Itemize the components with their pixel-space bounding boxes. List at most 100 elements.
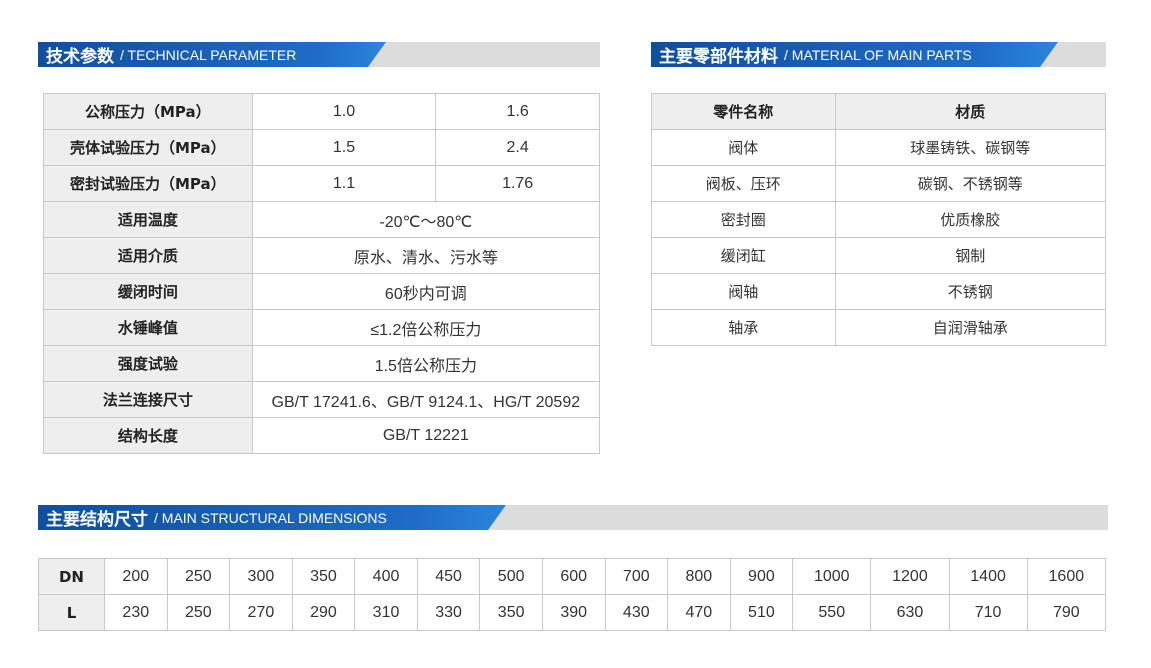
dim-label: L bbox=[38, 594, 105, 631]
table-row: 公称压力（MPa） 1.0 1.6 bbox=[43, 93, 600, 130]
dim-value: 400 bbox=[354, 558, 418, 595]
table-row: 结构长度 GB/T 12221 bbox=[43, 417, 601, 454]
dim-value: 1200 bbox=[870, 558, 950, 595]
dims-table: DN 200 250 300 350 400 450 500 600 700 800 900 1000 1… bbox=[38, 558, 1107, 631]
part-name: 轴承 bbox=[651, 309, 836, 346]
param-label: 适用温度 bbox=[43, 201, 253, 238]
table-row: 阀体 球墨铸铁、碳钢等 bbox=[651, 129, 1107, 166]
part-name: 阀板、压环 bbox=[651, 165, 836, 202]
tech-header: 技术参数 / TECHNICAL PARAMETER bbox=[38, 42, 600, 67]
part-name: 缓闭缸 bbox=[651, 237, 836, 274]
param-label: 结构长度 bbox=[43, 417, 253, 454]
dim-value: 350 bbox=[479, 594, 543, 631]
dim-label: DN bbox=[38, 558, 105, 595]
tech-title-cn: 技术参数 bbox=[46, 47, 114, 67]
material-title-en: / MATERIAL OF MAIN PARTS bbox=[784, 46, 972, 63]
dim-value: 710 bbox=[948, 594, 1028, 631]
material-value: 优质橡胶 bbox=[834, 201, 1107, 238]
table-row: 强度试验 1.5倍公称压力 bbox=[43, 345, 601, 382]
param-value: -20℃～80℃ bbox=[251, 201, 601, 238]
material-header: 主要零部件材料 / MATERIAL OF MAIN PARTS bbox=[651, 42, 1106, 67]
table-row: L 230 250 270 290 310 330 350 390 430 470 510 550 630… bbox=[38, 594, 1107, 631]
param-value: 2.4 bbox=[435, 129, 600, 166]
param-value: GB/T 12221 bbox=[251, 417, 601, 454]
dims-title-cn: 主要结构尺寸 bbox=[46, 510, 148, 530]
tech-title-en: / TECHNICAL PARAMETER bbox=[120, 46, 297, 63]
table-row: 轴承 自润滑轴承 bbox=[651, 309, 1107, 346]
dim-value: 1600 bbox=[1026, 558, 1107, 595]
dim-value: 390 bbox=[541, 594, 606, 631]
part-name: 阀体 bbox=[651, 129, 836, 166]
material-value: 碳钢、不锈钢等 bbox=[834, 165, 1107, 202]
dim-value: 250 bbox=[166, 558, 231, 595]
dim-value: 230 bbox=[104, 594, 168, 631]
param-label: 适用介质 bbox=[43, 237, 253, 274]
column-header: 零件名称 bbox=[651, 93, 836, 130]
dim-value: 300 bbox=[229, 558, 293, 595]
param-label: 壳体试验压力（MPa） bbox=[43, 129, 253, 166]
param-value: 1.5倍公称压力 bbox=[251, 345, 601, 382]
table-row: 水锤峰值 ≤1.2倍公称压力 bbox=[43, 309, 601, 346]
dims-header: 主要结构尺寸 / MAIN STRUCTURAL DIMENSIONS bbox=[38, 505, 1108, 530]
dim-value: 790 bbox=[1026, 594, 1107, 631]
dim-value: 800 bbox=[667, 558, 731, 595]
dim-value: 330 bbox=[416, 594, 481, 631]
param-label: 公称压力（MPa） bbox=[43, 93, 253, 130]
table-row: DN 200 250 300 350 400 450 500 600 700 800 900 1000 1… bbox=[38, 558, 1107, 595]
dim-value: 200 bbox=[104, 558, 168, 595]
table-row: 缓闭时间 60秒内可调 bbox=[43, 273, 601, 310]
dim-value: 900 bbox=[729, 558, 794, 595]
table-row: 壳体试验压力（MPa） 1.5 2.4 bbox=[43, 129, 600, 166]
dim-value: 1400 bbox=[948, 558, 1028, 595]
part-name: 阀轴 bbox=[651, 273, 836, 310]
param-value: 60秒内可调 bbox=[251, 273, 601, 310]
dim-value: 550 bbox=[792, 594, 872, 631]
table-row: 适用介质 原水、清水、污水等 bbox=[43, 237, 601, 274]
dim-value: 290 bbox=[291, 594, 356, 631]
material-value: 自润滑轴承 bbox=[834, 309, 1107, 346]
param-label: 密封试验压力（MPa） bbox=[43, 165, 253, 202]
table-row: 阀板、压环 碳钢、不锈钢等 bbox=[651, 165, 1107, 202]
param-value: 1.0 bbox=[251, 93, 437, 130]
material-value: 球墨铸铁、碳钢等 bbox=[834, 129, 1107, 166]
dim-value: 500 bbox=[479, 558, 543, 595]
table-row: 密封圈 优质橡胶 bbox=[651, 201, 1107, 238]
dim-value: 600 bbox=[541, 558, 606, 595]
param-label: 强度试验 bbox=[43, 345, 253, 382]
part-name: 密封圈 bbox=[651, 201, 836, 238]
material-table: 零件名称 材质 阀体 球墨铸铁、碳钢等 阀板、压环 碳钢、不锈钢等 密封圈 优质橡胶 缓闭缸 钢制… bbox=[651, 93, 1107, 346]
tech-table: 公称压力（MPa） 1.0 1.6 壳体试验压力（MPa） 1.5 2.4 密封试验压力（M… bbox=[43, 93, 601, 454]
table-row: 密封试验压力（MPa） 1.1 1.76 bbox=[43, 165, 600, 202]
dim-value: 470 bbox=[667, 594, 731, 631]
dim-value: 250 bbox=[166, 594, 231, 631]
table-row: 适用温度 -20℃～80℃ bbox=[43, 201, 601, 238]
param-value: 原水、清水、污水等 bbox=[251, 237, 601, 274]
dim-value: 510 bbox=[729, 594, 794, 631]
column-header: 材质 bbox=[834, 93, 1107, 130]
table-row: 法兰连接尺寸 GB/T 17241.6、GB/T 9124.1、HG/T 2059… bbox=[43, 381, 601, 418]
dim-value: 270 bbox=[229, 594, 293, 631]
table-row: 阀轴 不锈钢 bbox=[651, 273, 1107, 310]
dim-value: 700 bbox=[604, 558, 669, 595]
param-value: 1.1 bbox=[251, 165, 437, 202]
dims-title-en: / MAIN STRUCTURAL DIMENSIONS bbox=[154, 509, 387, 526]
dim-value: 310 bbox=[354, 594, 418, 631]
param-value: ≤1.2倍公称压力 bbox=[251, 309, 601, 346]
param-label: 缓闭时间 bbox=[43, 273, 253, 310]
param-value: 1.76 bbox=[435, 165, 600, 202]
param-label: 法兰连接尺寸 bbox=[43, 381, 253, 418]
material-title-cn: 主要零部件材料 bbox=[659, 47, 778, 67]
table-row: 缓闭缸 钢制 bbox=[651, 237, 1107, 274]
dim-value: 450 bbox=[416, 558, 481, 595]
header-row: 零件名称 材质 bbox=[651, 93, 1107, 130]
material-value: 不锈钢 bbox=[834, 273, 1107, 310]
param-value: 1.5 bbox=[251, 129, 437, 166]
material-value: 钢制 bbox=[834, 237, 1107, 274]
dim-value: 630 bbox=[870, 594, 950, 631]
dim-value: 430 bbox=[604, 594, 669, 631]
param-value: GB/T 17241.6、GB/T 9124.1、HG/T 20592 bbox=[251, 381, 601, 418]
dim-value: 1000 bbox=[792, 558, 872, 595]
param-label: 水锤峰值 bbox=[43, 309, 253, 346]
dim-value: 350 bbox=[291, 558, 356, 595]
param-value: 1.6 bbox=[435, 93, 600, 130]
